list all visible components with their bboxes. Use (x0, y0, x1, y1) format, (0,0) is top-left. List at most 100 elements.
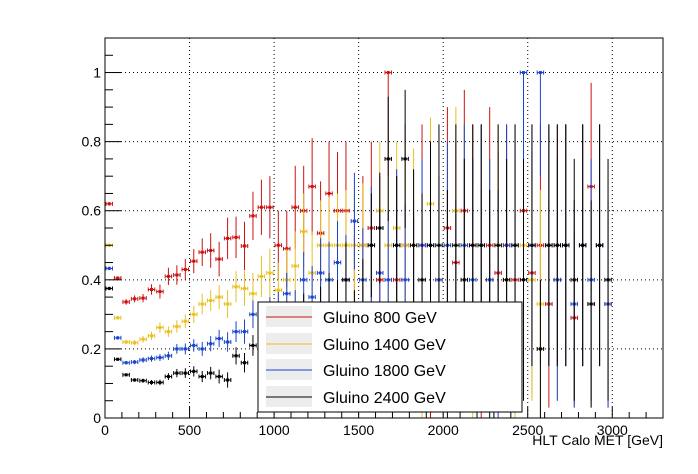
marker (420, 278, 424, 282)
data-point (350, 172, 359, 270)
data-point (240, 271, 249, 306)
marker (150, 334, 153, 338)
marker (150, 380, 153, 384)
x-tick-labels: 0 500 1000 1500 2000 2500 3000 (101, 422, 628, 438)
marker (327, 191, 331, 195)
data-point (249, 335, 257, 356)
data-point (223, 332, 232, 352)
data-point (173, 265, 181, 285)
marker (268, 271, 272, 275)
data-point (409, 169, 418, 322)
marker (395, 243, 399, 247)
marker (116, 316, 120, 320)
marker (505, 278, 509, 282)
data-point (156, 284, 164, 299)
marker (217, 375, 221, 379)
marker (251, 292, 255, 296)
data-point (562, 124, 570, 367)
data-point (190, 339, 198, 352)
marker (158, 325, 162, 329)
data-point (553, 124, 562, 367)
marker (226, 302, 230, 306)
marker (234, 354, 238, 358)
marker (226, 378, 230, 382)
data-point (401, 89, 409, 228)
data-point (223, 217, 232, 260)
marker (403, 157, 407, 161)
marker (209, 248, 213, 252)
data-point (147, 380, 156, 385)
marker (606, 278, 610, 282)
marker (150, 287, 153, 291)
data-point (139, 293, 147, 303)
marker (209, 342, 213, 346)
y-tick-label: 0.6 (82, 203, 102, 219)
data-point (223, 290, 232, 318)
marker (496, 243, 500, 247)
marker (302, 278, 306, 282)
data-point (113, 335, 122, 340)
data-point (181, 368, 190, 378)
data-point (181, 343, 190, 355)
data-point (536, 70, 545, 177)
data-point (206, 233, 215, 268)
marker (192, 343, 196, 347)
data-point (519, 158, 528, 401)
data-point (198, 342, 206, 356)
marker (150, 357, 153, 361)
marker (133, 341, 137, 345)
marker (133, 360, 137, 364)
marker (192, 259, 196, 263)
data-point (130, 359, 139, 365)
marker (175, 324, 179, 328)
data-point (266, 176, 274, 239)
marker (293, 264, 297, 268)
data-point (122, 299, 130, 305)
data-point (198, 238, 206, 266)
legend-entries: Gluino 800 GeV Gluino 1400 GeV Gluino 1800… (266, 306, 446, 407)
legend-label: Gluino 1400 GeV (323, 337, 446, 354)
legend-entry: Gluino 2400 GeV (266, 386, 446, 407)
marker (336, 261, 339, 265)
marker (175, 273, 179, 277)
y-tick-label: 0 (93, 410, 101, 426)
data-point (105, 201, 113, 206)
data-point (392, 176, 401, 315)
data-point (232, 321, 240, 342)
data-point (587, 200, 595, 408)
marker (243, 361, 246, 365)
marker (107, 266, 111, 270)
marker (234, 235, 238, 239)
marker (285, 247, 289, 251)
data-point (105, 286, 113, 291)
marker (386, 71, 390, 75)
marker (209, 299, 213, 303)
marker (285, 292, 289, 296)
data-point (164, 373, 173, 380)
data-point (139, 378, 147, 383)
marker (251, 343, 255, 347)
data-point (156, 322, 164, 333)
data-point (570, 158, 578, 401)
marker (166, 354, 170, 358)
marker (116, 336, 120, 340)
marker (166, 330, 170, 334)
data-point (173, 320, 181, 333)
marker (555, 243, 559, 247)
marker (310, 295, 314, 299)
x-tick-label: 500 (178, 422, 202, 438)
legend-label: Gluino 1800 GeV (323, 363, 446, 380)
data-point (130, 339, 139, 346)
marker (116, 357, 120, 361)
marker (378, 226, 382, 230)
marker (581, 243, 585, 247)
y-tick-label: 0.8 (82, 134, 102, 150)
marker (183, 267, 187, 271)
axis-ticks (104, 54, 647, 419)
marker (471, 243, 475, 247)
legend-entry: Gluino 1400 GeV (266, 333, 446, 354)
data-point (240, 221, 249, 271)
data-point (173, 344, 181, 354)
marker (158, 356, 162, 360)
